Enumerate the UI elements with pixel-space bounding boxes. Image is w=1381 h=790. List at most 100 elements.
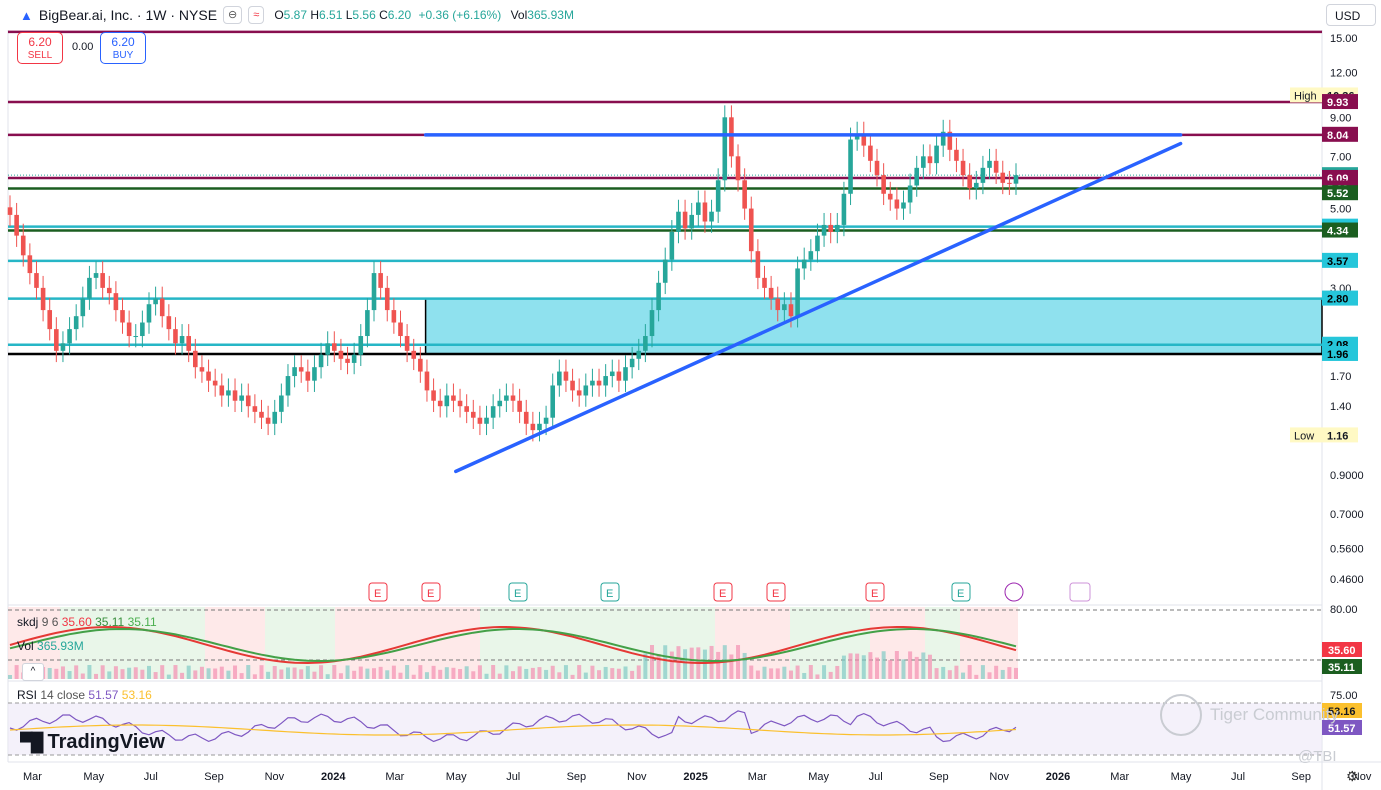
indicator-icon[interactable]: ≈: [248, 6, 265, 24]
candle-body: [993, 160, 999, 173]
candle-body: [457, 400, 463, 407]
candle-body: [868, 145, 873, 161]
candle-body: [788, 304, 794, 317]
volume-bar: [544, 669, 549, 679]
candle-body: [537, 423, 542, 431]
candle-body: [583, 385, 589, 396]
price-badge-prefix: High: [1294, 90, 1317, 102]
volume-bar: [881, 651, 886, 679]
volume-bar: [153, 672, 158, 679]
price-change: +0.36 (+6.16%): [418, 8, 502, 22]
volume-bar: [60, 666, 65, 679]
tradingview-logo-icon: ▀█: [20, 732, 43, 752]
volume-bar: [815, 674, 820, 679]
candle-body: [424, 371, 430, 391]
volume-bar: [292, 667, 297, 679]
dividend-marker-icon: [1004, 582, 1024, 602]
rsi-legend[interactable]: RSI 14 close 51.57 53.16: [17, 688, 152, 702]
volume-bar: [961, 672, 966, 679]
volume-bar: [418, 665, 423, 679]
time-tick-label: Sep: [204, 771, 224, 783]
candle-body: [557, 371, 562, 386]
volume-bar: [597, 670, 602, 679]
price-tick-label: 0.7000: [1330, 509, 1364, 521]
candle-body: [34, 273, 39, 288]
volume-bar: [8, 675, 12, 679]
price-badge-bg: [1322, 252, 1358, 268]
volume-bar: [762, 666, 767, 679]
ohlc-readout: O5.87 H6.51 L5.56 C6.20 +0.36 (+6.16%) V…: [274, 8, 574, 22]
volume-bar: [888, 660, 893, 679]
symbol-header: ▲ BigBear.ai, Inc. · 1W · NYSE ⊖ ≈ O5.87…: [0, 0, 1322, 30]
candle-body: [987, 160, 992, 168]
volume-bar: [252, 674, 257, 679]
sell-button[interactable]: 6.20 SELL: [17, 32, 63, 64]
candle-body: [226, 390, 231, 396]
time-tick-label: Mar: [385, 771, 404, 783]
candle-body: [484, 417, 489, 424]
currency-select[interactable]: USD: [1326, 4, 1376, 26]
candle-body: [676, 211, 681, 232]
time-tick-label: Sep: [1291, 771, 1311, 783]
volume-bar: [557, 672, 562, 679]
time-tick-label: Jul: [144, 771, 158, 783]
time-tick-label: Sep: [567, 771, 587, 783]
candle-body: [636, 350, 642, 359]
volume-bar: [266, 671, 271, 679]
volume-legend[interactable]: Vol 365.93M: [17, 639, 84, 653]
volume-bar: [663, 645, 668, 679]
volume-bar: [305, 666, 310, 679]
candle-body: [292, 367, 297, 377]
time-tick-label: Sep: [929, 771, 949, 783]
sell-label: SELL: [27, 50, 53, 61]
candle-body: [477, 417, 483, 424]
candle-body: [576, 390, 582, 396]
volume-bar: [782, 666, 787, 679]
candle-body: [87, 277, 92, 299]
candle-body: [1013, 175, 1019, 184]
volume-bar: [974, 674, 979, 679]
volume-bar: [623, 666, 628, 679]
earnings-marker-letter: E: [606, 588, 613, 600]
volume-bar: [173, 665, 178, 679]
volume-bar: [372, 668, 377, 679]
compare-icon[interactable]: ⊖: [223, 6, 243, 24]
buy-button[interactable]: 6.20 BUY: [100, 32, 146, 64]
volume-bar: [146, 665, 151, 679]
candle-body: [881, 175, 886, 194]
volume-bar: [875, 657, 880, 679]
time-tick-label: May: [1171, 771, 1192, 783]
time-tick-label: 2025: [683, 771, 707, 783]
volume-bar: [894, 651, 899, 679]
symbol-logo-icon[interactable]: ▲: [20, 7, 33, 23]
buy-label: BUY: [112, 50, 134, 61]
candle-body: [795, 268, 800, 317]
volume-bar: [755, 670, 760, 679]
candle-body: [60, 343, 66, 351]
volume-bar: [788, 670, 793, 679]
time-tick-label: 2026: [1046, 771, 1070, 783]
volume-bar: [345, 665, 350, 679]
settings-gear-icon[interactable]: ⚙: [1346, 768, 1359, 784]
skdj-legend[interactable]: skdj 9 6 35.60 35.11 35.11: [17, 615, 157, 629]
price-badge-prefix: Low: [1294, 430, 1314, 442]
candle-body: [530, 423, 536, 431]
volume-bar: [94, 673, 99, 679]
price-tick-label: 1.40: [1330, 401, 1351, 413]
candle-body: [120, 310, 125, 323]
candle-body: [212, 380, 218, 386]
price-badge-bg: [1322, 427, 1358, 443]
symbol-title[interactable]: BigBear.ai, Inc. · 1W · NYSE: [38, 7, 218, 23]
volume-bar: [140, 669, 145, 679]
volume-bar: [166, 674, 171, 679]
collapse-chevron-icon[interactable]: ^: [22, 663, 44, 681]
candle-body: [517, 400, 522, 412]
candle-body: [563, 371, 569, 381]
candle-body: [14, 214, 19, 236]
candle-body: [464, 406, 469, 412]
candle-body: [318, 354, 324, 368]
volume-bar: [947, 670, 952, 679]
candle-body: [669, 231, 675, 260]
candle-body: [927, 156, 933, 164]
